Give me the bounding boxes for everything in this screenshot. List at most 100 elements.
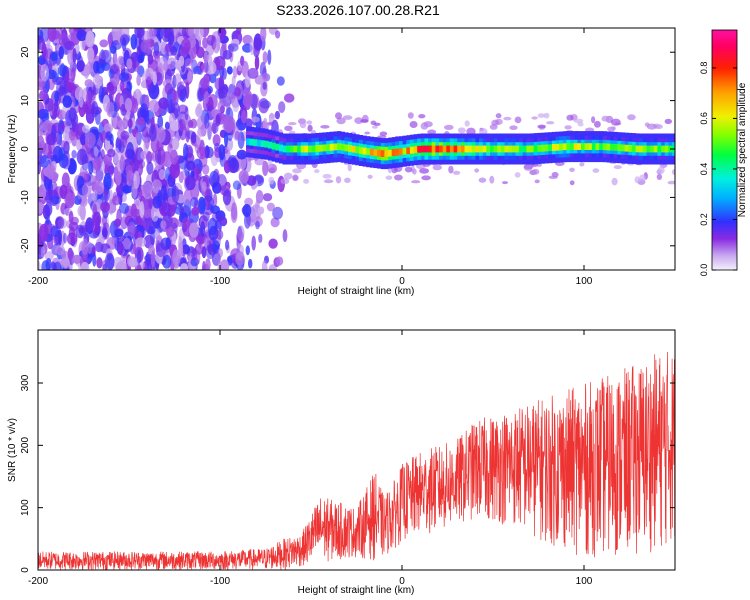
- speckle-cell: [323, 179, 334, 184]
- noise-cell: [74, 86, 84, 101]
- noise-cell: [268, 238, 278, 249]
- noise-cell: [46, 133, 57, 146]
- noise-cell: [163, 28, 175, 42]
- speckle-cell: [371, 125, 378, 129]
- speckle-cell: [611, 126, 616, 131]
- noise-cell: [249, 38, 255, 56]
- noise-cell: [251, 235, 256, 251]
- noise-cell: [223, 115, 234, 133]
- ridge-cell: [650, 145, 655, 153]
- noise-cell: [77, 205, 85, 217]
- noise-cell: [240, 110, 247, 124]
- noise-cell: [206, 61, 217, 75]
- snr-series-line: [38, 351, 675, 570]
- noise-cell: [145, 217, 154, 235]
- noise-cell: [237, 225, 245, 241]
- speckle-cell: [534, 179, 540, 184]
- speckle-cell: [664, 118, 672, 125]
- noise-cell: [180, 38, 191, 55]
- ridge-cell: [322, 144, 327, 152]
- ridge-cell: [435, 145, 440, 153]
- noise-cell: [118, 72, 130, 82]
- ridge-cell: [504, 145, 509, 153]
- spectrogram-cells: [38, 28, 675, 270]
- speckle-cell: [407, 112, 414, 119]
- ridge-cell: [537, 145, 542, 152]
- noise-cell: [178, 55, 185, 67]
- noise-cell: [122, 237, 131, 250]
- speckle-cell: [342, 115, 353, 120]
- noise-cell: [84, 79, 94, 88]
- noise-cell: [187, 70, 193, 82]
- noise-cell: [124, 97, 133, 112]
- ridge-cell: [399, 148, 404, 156]
- speckle-cell: [566, 114, 574, 121]
- noise-cell: [130, 34, 138, 50]
- noise-cell: [164, 121, 170, 130]
- noise-cell: [262, 72, 268, 82]
- noise-cell: [134, 28, 145, 39]
- noise-cell: [185, 175, 196, 191]
- speckle-cell: [394, 174, 403, 181]
- speckle-cell: [404, 166, 413, 173]
- noise-cell: [170, 120, 180, 132]
- noise-cell: [214, 142, 221, 152]
- noise-cell: [179, 204, 184, 215]
- noise-cell: [140, 261, 145, 270]
- noise-cell: [152, 71, 157, 86]
- noise-cell: [151, 204, 159, 222]
- speckle-cell: [594, 120, 601, 128]
- ridge-cell: [308, 145, 313, 153]
- noise-cell: [119, 155, 126, 172]
- noise-cell: [80, 261, 90, 270]
- noise-cell: [127, 118, 133, 129]
- noise-cell: [38, 184, 47, 201]
- ridge-cell: [369, 148, 375, 156]
- ridge-cell: [599, 143, 604, 150]
- ridge-cell: [497, 145, 502, 153]
- noise-cell: [186, 130, 196, 140]
- noise-cell: [117, 119, 128, 129]
- ridge-cell: [468, 145, 473, 153]
- noise-cell: [117, 243, 125, 256]
- y-tick-label: 300: [20, 374, 31, 391]
- noise-cell: [160, 220, 167, 229]
- noise-cell: [72, 254, 82, 264]
- noise-cell: [257, 206, 265, 215]
- noise-cell: [270, 217, 280, 228]
- noise-cell: [126, 58, 133, 70]
- ridge-cell: [482, 145, 487, 153]
- speckle-cell: [262, 123, 270, 130]
- ridge-cell: [526, 145, 531, 153]
- noise-cell: [182, 143, 189, 161]
- ridge-cell: [595, 143, 600, 150]
- noise-cell: [145, 76, 152, 91]
- noise-cell: [119, 80, 125, 92]
- speckle-cell: [569, 180, 575, 186]
- ridge-cell: [420, 145, 425, 153]
- noise-cell: [103, 172, 112, 191]
- ridge-cell: [533, 145, 538, 152]
- noise-cell: [254, 55, 260, 71]
- ridge-cell: [464, 145, 469, 153]
- noise-cell: [38, 119, 44, 130]
- noise-cell: [118, 203, 130, 214]
- noise-cell: [148, 99, 159, 113]
- noise-cell: [140, 103, 149, 119]
- snr-x-label: Height of straight line (km): [298, 585, 415, 596]
- noise-cell: [68, 226, 75, 240]
- ridge-cell: [577, 143, 582, 150]
- ridge-cell: [362, 147, 367, 155]
- ridge-cell: [460, 145, 466, 153]
- ridge-cell: [508, 145, 513, 153]
- spectrogram-x-label: Height of straight line (km): [298, 286, 415, 297]
- ridge-cell: [388, 149, 393, 157]
- speckle-cell: [579, 162, 585, 167]
- noise-cell: [63, 232, 67, 244]
- noise-cell: [85, 217, 94, 235]
- noise-cell: [139, 201, 145, 219]
- noise-cell: [183, 188, 193, 204]
- noise-cell: [126, 142, 134, 160]
- noise-cell: [46, 164, 56, 180]
- ridge-cell: [581, 143, 586, 150]
